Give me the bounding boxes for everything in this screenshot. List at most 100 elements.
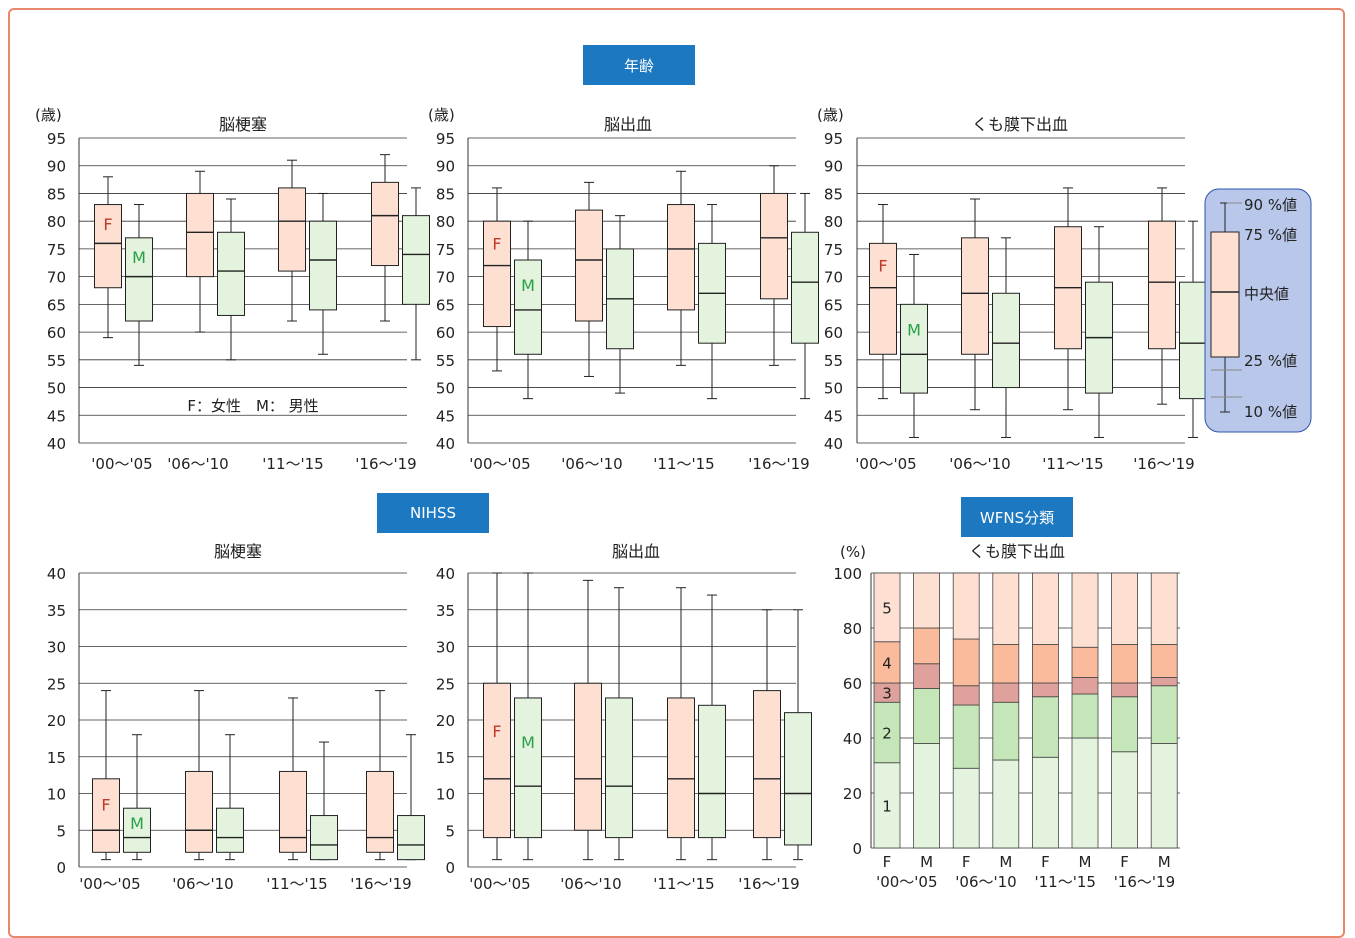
box-m [123, 807, 151, 853]
y-tick-label: 0 [852, 840, 862, 858]
stack-segment-3 [952, 685, 980, 706]
box-m [605, 697, 633, 839]
y-tick-label: 80 [436, 213, 455, 231]
box-m [791, 231, 819, 344]
stack-segment-4 [1111, 644, 1138, 684]
stack-segment-4 [1071, 646, 1099, 678]
series-letter-f: F [492, 722, 501, 741]
y-tick-label: 55 [47, 352, 66, 370]
x-tick-label: '16〜'19 [748, 455, 809, 473]
x-tick-label: F [883, 853, 892, 871]
box-m [514, 259, 542, 355]
chart-title: くも膜下出血 [969, 542, 1065, 561]
x-tick-label: '16〜'19 [350, 875, 411, 893]
chart-title: くも膜下出血 [972, 115, 1068, 134]
series-letter-f: F [878, 257, 887, 276]
y-tick-label: 85 [47, 185, 66, 203]
x-tick-label: '06〜'10 [172, 875, 233, 893]
stack-segment-3 [1150, 677, 1178, 687]
box-f [371, 181, 399, 267]
stack-segment-1 [1111, 751, 1138, 849]
y-tick-label: 80 [824, 213, 843, 231]
x-period-label: '11〜'15 [1034, 873, 1095, 891]
y-tick-label: 65 [824, 296, 843, 314]
stack-segment-4 [1150, 644, 1178, 678]
stack-segment-5 [913, 572, 940, 629]
stack-segment-5 [873, 572, 901, 643]
x-tick-label: '11〜'15 [1042, 455, 1103, 473]
y-tick-label: 70 [47, 269, 66, 287]
x-tick-label: F [962, 853, 971, 871]
stack-segment-4 [952, 638, 980, 687]
y-tick-label: 95 [47, 130, 66, 148]
stack-segment-3 [992, 682, 1020, 703]
y-tick-label: 95 [824, 130, 843, 148]
y-tick-label: 40 [824, 435, 843, 453]
legend-label: 中央値 [1244, 285, 1289, 303]
x-tick-label: '11〜'15 [266, 875, 327, 893]
stack-segment-5 [1071, 572, 1099, 648]
box-f [961, 237, 989, 355]
x-tick-label: '11〜'15 [653, 455, 714, 473]
y-tick-label: 15 [47, 749, 66, 767]
y-tick-label: 90 [824, 158, 843, 176]
stack-segment-5 [992, 572, 1020, 645]
stack-segment-1 [992, 759, 1020, 849]
segment-label: 5 [882, 599, 892, 617]
segment-label: 2 [882, 725, 892, 743]
stack-segment-3 [913, 663, 940, 689]
segment-label: 1 [882, 797, 892, 815]
stack-segment-2 [1071, 693, 1099, 739]
y-tick-label: 40 [843, 730, 862, 748]
box-f [1148, 220, 1176, 350]
stack-segment-2 [1111, 696, 1138, 753]
y-tick-label: 65 [436, 296, 455, 314]
y-tick-label: 60 [843, 675, 862, 693]
y-tick-label: 75 [436, 241, 455, 259]
stack-segment-2 [952, 704, 980, 769]
stack-segment-2 [913, 688, 940, 744]
box-m [402, 215, 430, 305]
stack-segment-5 [1032, 572, 1059, 645]
stack-segment-4 [873, 641, 901, 684]
x-tick-label: '00〜'05 [79, 875, 140, 893]
y-tick-label: 40 [47, 565, 66, 583]
chart-title: 脳出血 [612, 542, 660, 561]
box-f [94, 204, 122, 289]
x-tick-label: F [1041, 853, 1050, 871]
stack-segment-1 [913, 743, 940, 849]
y-tick-label: 10 [436, 786, 455, 804]
box-m [217, 231, 245, 316]
stack-segment-2 [873, 701, 901, 764]
series-letter-f: F [103, 215, 112, 234]
legend-label: 25 %値 [1244, 352, 1297, 370]
y-tick-label: 0 [445, 859, 455, 877]
y-tick-label: 75 [824, 241, 843, 259]
y-tick-label: 20 [843, 785, 862, 803]
legend-note: F：女性 M： 男性 [187, 397, 318, 415]
y-tick-label: 55 [824, 352, 843, 370]
y-axis-label: (歳) [35, 106, 62, 124]
stack-segment-4 [992, 644, 1020, 684]
x-period-label: '06〜'10 [955, 873, 1016, 891]
x-tick-label: '16〜'19 [738, 875, 799, 893]
y-tick-label: 90 [436, 158, 455, 176]
y-tick-label: 90 [47, 158, 66, 176]
x-tick-label: '00〜'05 [855, 455, 916, 473]
y-tick-label: 35 [436, 602, 455, 620]
y-tick-label: 60 [824, 324, 843, 342]
box-m [698, 704, 726, 839]
y-tick-label: 85 [824, 185, 843, 203]
y-tick-label: 15 [436, 749, 455, 767]
x-tick-label: M [920, 853, 933, 871]
series-letter-m: M [130, 814, 144, 833]
box-f [483, 220, 511, 328]
x-tick-label: '11〜'15 [262, 455, 323, 473]
x-tick-label: '16〜'19 [1133, 455, 1194, 473]
box-f [760, 192, 788, 300]
box-f [186, 192, 214, 278]
box-m [216, 807, 244, 853]
x-tick-label: '00〜'05 [91, 455, 152, 473]
chart-title: 脳梗塞 [214, 542, 262, 561]
